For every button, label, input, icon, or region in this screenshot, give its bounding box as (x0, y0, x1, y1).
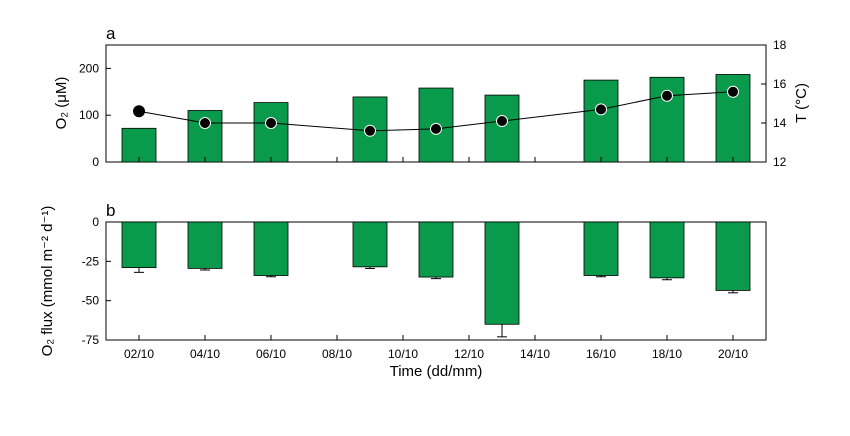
ytick-label-a-left: 100 (79, 108, 99, 122)
flux-bar (187, 221, 223, 269)
xtick-label: 10/10 (388, 347, 418, 361)
xtick-label: 14/10 (520, 347, 550, 361)
xlabel: Time (dd/mm) (390, 363, 483, 380)
flux-bar (484, 221, 520, 325)
o2-bar (583, 79, 619, 163)
ylabel-b: O₂ flux (mmol m⁻² d⁻¹) (39, 206, 56, 357)
o2-bar (253, 102, 289, 163)
panel-b-letter: b (106, 201, 115, 220)
xtick-label: 20/10 (718, 347, 748, 361)
temperature-point (364, 124, 376, 137)
panel-a-letter: a (106, 24, 116, 43)
ytick-label-b: 0 (92, 215, 99, 229)
ytick-label-b: -75 (82, 333, 100, 347)
flux-bar (253, 221, 289, 276)
ytick-label-a-right: 16 (773, 77, 787, 91)
flux-bar (583, 221, 619, 276)
ytick-label-a-right: 18 (773, 38, 787, 52)
temperature-point (199, 117, 211, 129)
temperature-point (133, 105, 145, 118)
xtick-label: 02/10 (124, 347, 154, 361)
flux-bar (352, 221, 388, 268)
ylabel-a-left: O₂ (μM) (53, 77, 70, 130)
o2-bar (121, 127, 157, 163)
temperature-point (595, 103, 607, 116)
xtick-label: 04/10 (190, 347, 220, 361)
temperature-point (661, 89, 673, 102)
xtick-label: 06/10 (256, 347, 286, 361)
flux-bar (715, 221, 751, 291)
xtick-label: 08/10 (322, 347, 352, 361)
temperature-point (496, 115, 508, 128)
ytick-label-a-left: 200 (79, 61, 99, 75)
xtick-label: 16/10 (586, 347, 616, 361)
ylabel-a-right: T (°C) (793, 83, 810, 123)
flux-bar (121, 221, 157, 269)
ytick-label-a-right: 14 (773, 116, 787, 130)
ytick-label-b: -25 (82, 254, 100, 268)
temperature-point (727, 85, 739, 98)
ytick-label-a-left: 0 (92, 155, 99, 169)
xtick-label: 12/10 (454, 347, 484, 361)
temperature-point (430, 122, 442, 135)
xtick-label: 18/10 (652, 347, 682, 361)
ytick-label-b: -50 (82, 294, 100, 308)
temperature-point (265, 117, 277, 129)
flux-bar (649, 221, 685, 279)
ytick-label-a-right: 12 (773, 155, 787, 169)
flux-bar (418, 221, 454, 278)
o2-bar (484, 94, 520, 163)
